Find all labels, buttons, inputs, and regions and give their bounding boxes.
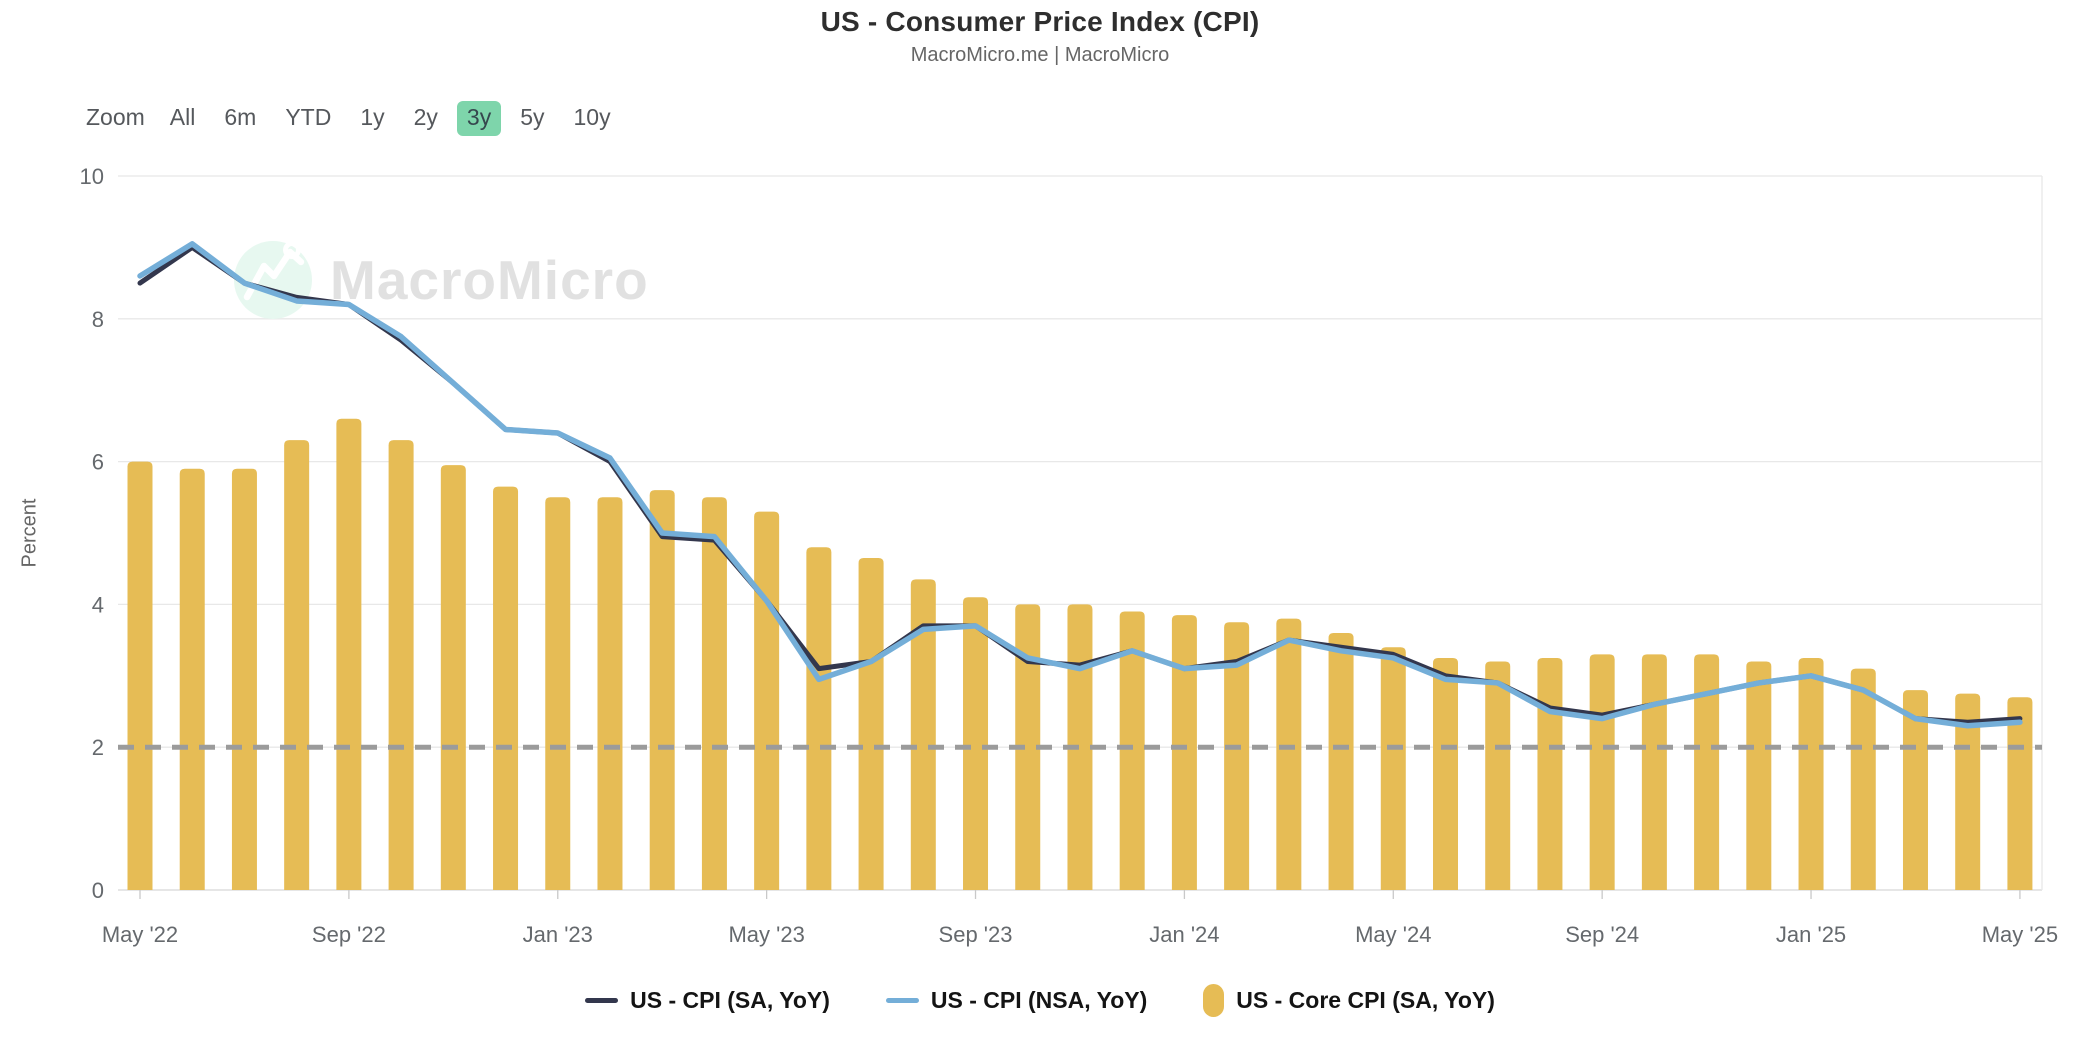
range-option-5y[interactable]: 5y bbox=[520, 104, 545, 130]
line-cpi-nsa[interactable] bbox=[137, 241, 2023, 729]
legend-bar-marker bbox=[1203, 984, 1225, 1017]
x-axis-tick-label: Sep '23 bbox=[939, 922, 1013, 947]
zoom-label: Zoom bbox=[86, 104, 145, 130]
bar-core-cpi[interactable] bbox=[1485, 661, 1511, 890]
range-option-10y[interactable]: 10y bbox=[573, 104, 611, 130]
bar-core-cpi[interactable] bbox=[1067, 604, 1093, 890]
legend-line-marker bbox=[585, 998, 619, 1003]
bar-core-cpi[interactable] bbox=[127, 461, 153, 890]
bar-core-cpi[interactable] bbox=[1537, 657, 1563, 890]
bar-core-cpi[interactable] bbox=[1955, 693, 1981, 890]
bar-core-cpi[interactable] bbox=[1694, 654, 1720, 890]
bar-core-cpi[interactable] bbox=[1798, 657, 1824, 890]
x-axis-tick-label: Jan '25 bbox=[1776, 922, 1846, 947]
bar-core-cpi[interactable] bbox=[1224, 622, 1250, 890]
bar-core-cpi[interactable] bbox=[754, 511, 780, 890]
bar-core-cpi[interactable] bbox=[858, 557, 884, 890]
bar-core-cpi[interactable] bbox=[2007, 697, 2033, 890]
bar-core-cpi[interactable] bbox=[1641, 654, 1667, 890]
range-option-3y[interactable]: 3y bbox=[456, 101, 502, 136]
bar-core-cpi[interactable] bbox=[284, 440, 310, 890]
series-core-cpi-bars[interactable] bbox=[127, 418, 2033, 890]
bar-core-cpi[interactable] bbox=[1589, 654, 1615, 890]
y-axis-tick-label: 0 bbox=[92, 878, 104, 903]
range-selector: Zoom All 6m YTD 1y 2y 3y 5y 10y bbox=[86, 101, 621, 136]
bar-core-cpi[interactable] bbox=[1902, 690, 1928, 890]
bar-core-cpi[interactable] bbox=[1328, 632, 1354, 890]
page-title: US - Consumer Price Index (CPI) bbox=[820, 6, 1260, 37]
range-option-ytd[interactable]: YTD bbox=[285, 104, 332, 130]
bar-core-cpi[interactable] bbox=[336, 418, 362, 890]
x-axis-tick-label: Jan '24 bbox=[1149, 922, 1219, 947]
bar-core-cpi[interactable] bbox=[963, 597, 989, 890]
y-axis-tick-label: 4 bbox=[92, 592, 104, 617]
range-option-6m[interactable]: 6m bbox=[224, 104, 257, 130]
x-axis-tick-label: May '23 bbox=[728, 922, 804, 947]
bar-core-cpi[interactable] bbox=[1015, 604, 1041, 890]
y-axis-tick-label: 2 bbox=[92, 735, 104, 760]
bar-core-cpi[interactable] bbox=[806, 547, 832, 890]
bar-core-cpi[interactable] bbox=[649, 490, 675, 890]
range-option-2y[interactable]: 2y bbox=[413, 104, 438, 130]
x-axis-tick-label: Sep '24 bbox=[1565, 922, 1639, 947]
y-axis-tick-label: 10 bbox=[80, 164, 104, 189]
bar-core-cpi[interactable] bbox=[1171, 615, 1197, 890]
x-axis: May '22 Sep '22 Jan '23 May '23 Sep '23 Jan '… bbox=[102, 890, 2058, 947]
bar-core-cpi[interactable] bbox=[493, 486, 519, 890]
watermark-peak-circle-icon bbox=[283, 241, 301, 259]
bar-core-cpi[interactable] bbox=[1380, 647, 1406, 890]
bar-core-cpi[interactable] bbox=[388, 440, 414, 890]
bar-core-cpi[interactable] bbox=[1850, 668, 1876, 890]
x-axis-tick-label: Sep '22 bbox=[312, 922, 386, 947]
legend-label: US - CPI (SA, YoY) bbox=[630, 987, 830, 1013]
x-axis-tick-label: May '22 bbox=[102, 922, 178, 947]
range-option-1y[interactable]: 1y bbox=[360, 104, 385, 130]
bar-core-cpi[interactable] bbox=[1119, 611, 1145, 890]
legend-item-cpi-sa[interactable]: US - CPI (SA, YoY) bbox=[585, 987, 830, 1014]
bar-core-cpi[interactable] bbox=[597, 497, 623, 890]
legend-label: US - Core CPI (SA, YoY) bbox=[1236, 987, 1495, 1013]
legend-label: US - CPI (NSA, YoY) bbox=[930, 987, 1148, 1013]
legend-item-cpi-nsa[interactable]: US - CPI (NSA, YoY) bbox=[885, 987, 1148, 1014]
legend-line-marker bbox=[885, 998, 919, 1003]
legend-item-core-cpi[interactable]: US - Core CPI (SA, YoY) bbox=[1203, 984, 1495, 1017]
watermark-text: MacroMicro bbox=[330, 249, 649, 311]
y-axis-tick-label: 8 bbox=[92, 307, 104, 332]
bar-core-cpi[interactable] bbox=[231, 468, 257, 890]
bar-core-cpi[interactable] bbox=[1276, 618, 1302, 890]
x-axis-tick-label: May '25 bbox=[1982, 922, 2058, 947]
bar-core-cpi[interactable] bbox=[1433, 657, 1458, 890]
bar-core-cpi[interactable] bbox=[179, 468, 205, 890]
x-axis-tick-label: May '24 bbox=[1355, 922, 1431, 947]
x-axis-tick-label: Jan '23 bbox=[523, 922, 593, 947]
chart-legend: US - CPI (SA, YoY) US - CPI (NSA, YoY) US … bbox=[0, 984, 2080, 1017]
bar-core-cpi[interactable] bbox=[1746, 661, 1772, 890]
range-option-all[interactable]: All bbox=[169, 104, 196, 130]
macromicro-watermark: MacroMicro bbox=[234, 241, 649, 319]
page-subtitle: MacroMicro.me | MacroMicro bbox=[910, 44, 1170, 66]
bar-core-cpi[interactable] bbox=[440, 465, 466, 890]
bar-core-cpi[interactable] bbox=[545, 497, 571, 890]
bar-core-cpi[interactable] bbox=[910, 579, 936, 890]
bar-core-cpi[interactable] bbox=[701, 497, 727, 890]
y-axis-tick-label: 6 bbox=[92, 450, 104, 475]
